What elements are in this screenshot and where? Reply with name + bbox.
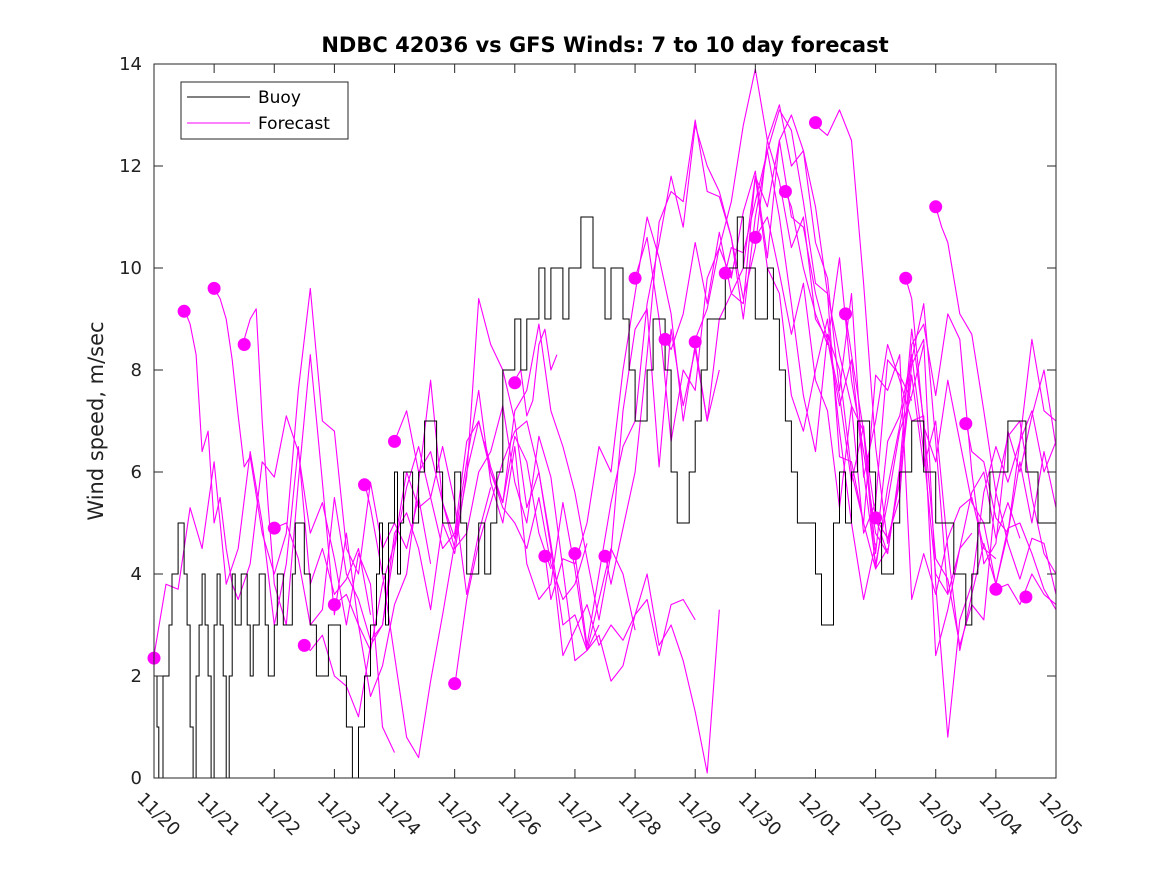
forecast-marker-7 xyxy=(358,478,371,492)
forecast-line-20 xyxy=(784,191,1057,646)
forecast-marker-24 xyxy=(929,200,943,214)
y-tick-label-12: 12 xyxy=(119,156,142,177)
forecast-marker-8 xyxy=(388,434,401,448)
legend: Buoy Forecast xyxy=(180,81,349,140)
forecast-marker-21 xyxy=(839,307,852,321)
forecast-line-24 xyxy=(905,278,1057,585)
forecast-marker-20 xyxy=(809,116,822,130)
buoy-line xyxy=(154,216,1056,779)
forecast-marker-25 xyxy=(959,417,973,431)
forecast-line-12 xyxy=(544,175,877,601)
forecast-marker-19 xyxy=(778,185,792,198)
forecast-line-8 xyxy=(393,405,720,774)
forecast-marker-6 xyxy=(327,598,341,612)
forecast-line-1 xyxy=(183,308,395,753)
forecast-line-7 xyxy=(363,298,636,759)
marker-layer xyxy=(147,116,1033,691)
forecast-line-17 xyxy=(694,114,973,657)
forecast-line-3 xyxy=(243,308,492,652)
y-tick-label-8: 8 xyxy=(131,360,142,381)
forecast-marker-18 xyxy=(748,230,762,244)
forecast-line-10 xyxy=(484,308,720,621)
forecast-line-14 xyxy=(604,104,913,585)
forecast-line-25 xyxy=(935,206,1057,595)
forecast-marker-2 xyxy=(207,281,221,295)
chart-title: NDBC 42036 vs GFS Winds: 7 to 10 day for… xyxy=(321,33,888,57)
forecast-marker-15 xyxy=(658,332,672,346)
y-tick-label-0: 0 xyxy=(131,768,142,789)
forecast-marker-13 xyxy=(598,549,612,563)
forecast-marker-3 xyxy=(237,338,251,351)
forecast-marker-23 xyxy=(899,271,913,285)
y-tick-label-6: 6 xyxy=(131,462,142,483)
forecast-line-27 xyxy=(995,573,1057,606)
axes-box xyxy=(153,63,1057,779)
forecast-marker-9 xyxy=(448,677,462,691)
forecast-marker-26 xyxy=(989,582,1003,596)
forecast-marker-14 xyxy=(628,271,642,285)
series-layer xyxy=(153,68,1057,779)
forecast-line-19 xyxy=(754,216,1021,595)
forecast-marker-22 xyxy=(869,511,883,525)
forecast-marker-16 xyxy=(688,335,702,349)
forecast-line-0 xyxy=(153,445,372,656)
forecast-marker-27 xyxy=(1019,590,1033,604)
legend-forecast-label: Forecast xyxy=(258,114,330,134)
forecast-marker-4 xyxy=(267,521,281,535)
forecast-line-18 xyxy=(724,109,997,601)
forecast-marker-1 xyxy=(177,304,191,318)
forecast-marker-12 xyxy=(568,547,582,561)
y-tick-label-10: 10 xyxy=(119,258,142,279)
forecast-marker-5 xyxy=(297,638,311,652)
forecast-line-26 xyxy=(965,420,1057,534)
y-tick-label-14: 14 xyxy=(119,54,142,75)
legend-buoy-label: Buoy xyxy=(258,88,301,108)
forecast-line-16 xyxy=(664,139,949,595)
forecast-line-9 xyxy=(454,420,696,687)
legend-box xyxy=(180,81,349,140)
forecast-marker-17 xyxy=(718,266,732,280)
forecast-line-11 xyxy=(514,328,558,417)
forecast-marker-11 xyxy=(538,549,552,563)
y-tick-label-2: 2 xyxy=(131,666,142,687)
y-tick-label-4: 4 xyxy=(131,564,142,585)
forecast-line-21 xyxy=(815,109,1057,652)
y-axis-label: Wind speed, m/sec xyxy=(84,321,108,520)
forecast-marker-10 xyxy=(508,376,522,390)
